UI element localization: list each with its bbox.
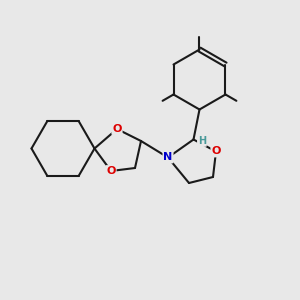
Text: N: N [164,152,172,163]
Text: O: O [211,146,221,157]
Text: O: O [112,124,122,134]
Text: O: O [106,166,116,176]
Text: H: H [198,136,206,146]
